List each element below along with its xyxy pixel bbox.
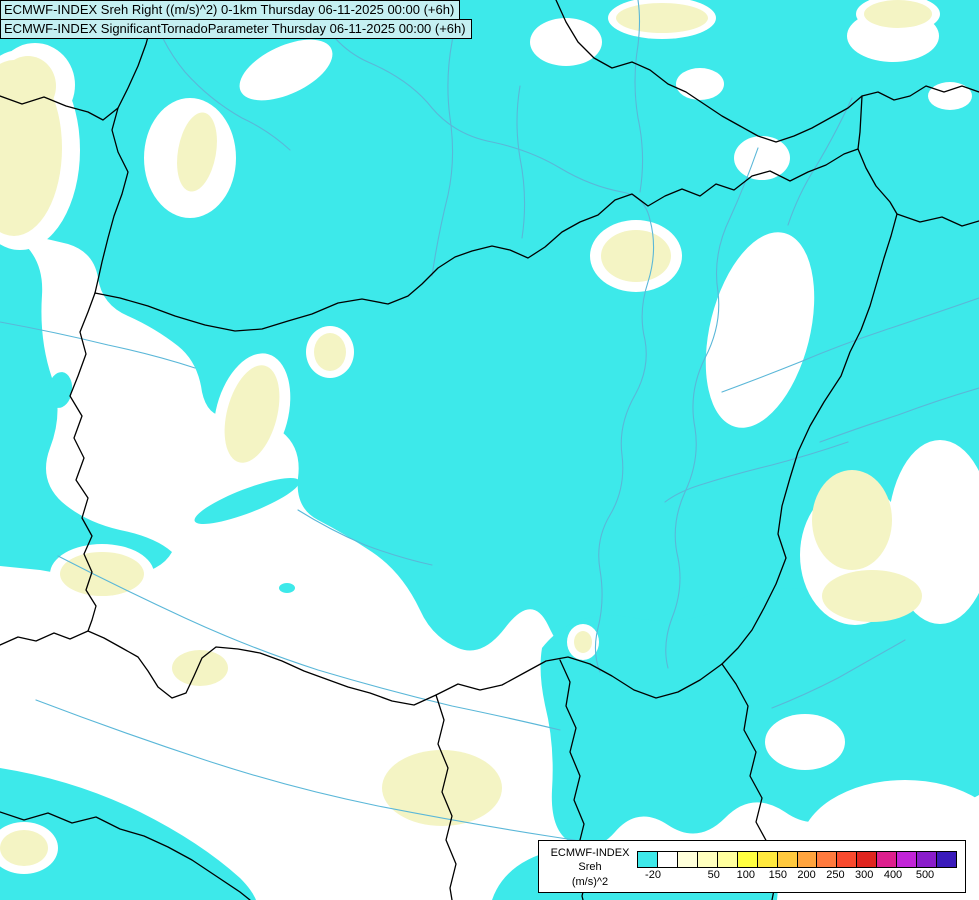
legend-tick-label: 200 xyxy=(797,869,816,882)
legend-color-segment xyxy=(776,851,798,869)
legend-title: ECMWF-INDEX Sreh (m/s)^2 xyxy=(543,846,637,889)
map-title-line1: ECMWF-INDEX Sreh Right ((m/s)^2) 0-1km T… xyxy=(0,0,461,20)
legend-color-segment xyxy=(716,851,738,869)
legend-color-segment xyxy=(896,851,918,869)
rivers-layer xyxy=(0,0,979,859)
legend-tick-label: 150 xyxy=(768,869,787,882)
legend-title-model: ECMWF-INDEX xyxy=(550,847,630,860)
legend-color-segment xyxy=(916,851,938,869)
legend-tick-label: 100 xyxy=(736,869,755,882)
legend-title-parameter: Sreh xyxy=(578,861,602,874)
legend-color-segment xyxy=(876,851,898,869)
legend-color-segment xyxy=(836,851,858,869)
legend-colorbar-wrap: -20 50 100 150 200 250 300 400 500 xyxy=(637,851,957,884)
legend-tick-label: 300 xyxy=(855,869,874,882)
legend-color-segment xyxy=(637,851,658,869)
legend-box: ECMWF-INDEX Sreh (m/s)^2 -20 50 100 150 200 2… xyxy=(538,840,966,893)
map-title-bar: ECMWF-INDEX Sreh Right ((m/s)^2) 0-1km T… xyxy=(0,0,472,39)
legend-color-segment xyxy=(676,851,698,869)
legend-color-segment xyxy=(796,851,818,869)
legend-tick-label: 50 xyxy=(707,869,720,882)
lakes-layer xyxy=(47,372,300,593)
legend-color-segment xyxy=(756,851,778,869)
legend-color-segment xyxy=(856,851,878,869)
map-title-line2: ECMWF-INDEX SignificantTornadoParameter … xyxy=(0,19,472,39)
legend-color-segment xyxy=(696,851,718,869)
legend-color-segment xyxy=(936,851,957,869)
lake-balaton xyxy=(194,478,300,524)
legend-color-segment xyxy=(816,851,838,869)
legend-colorbar xyxy=(637,851,957,869)
legend-tick-label: 500 xyxy=(915,869,935,882)
lake-neusiedl xyxy=(47,372,73,408)
legend-tick-label: 250 xyxy=(826,869,845,882)
legend-color-segment xyxy=(736,851,758,869)
legend-tick-labels: -20 50 100 150 200 250 300 400 500 xyxy=(637,869,957,884)
legend-title-units: (m/s)^2 xyxy=(571,875,609,888)
legend-tick-label: -20 xyxy=(645,869,661,882)
legend-tick-label: 400 xyxy=(883,869,903,882)
legend-color-segment xyxy=(656,851,678,869)
